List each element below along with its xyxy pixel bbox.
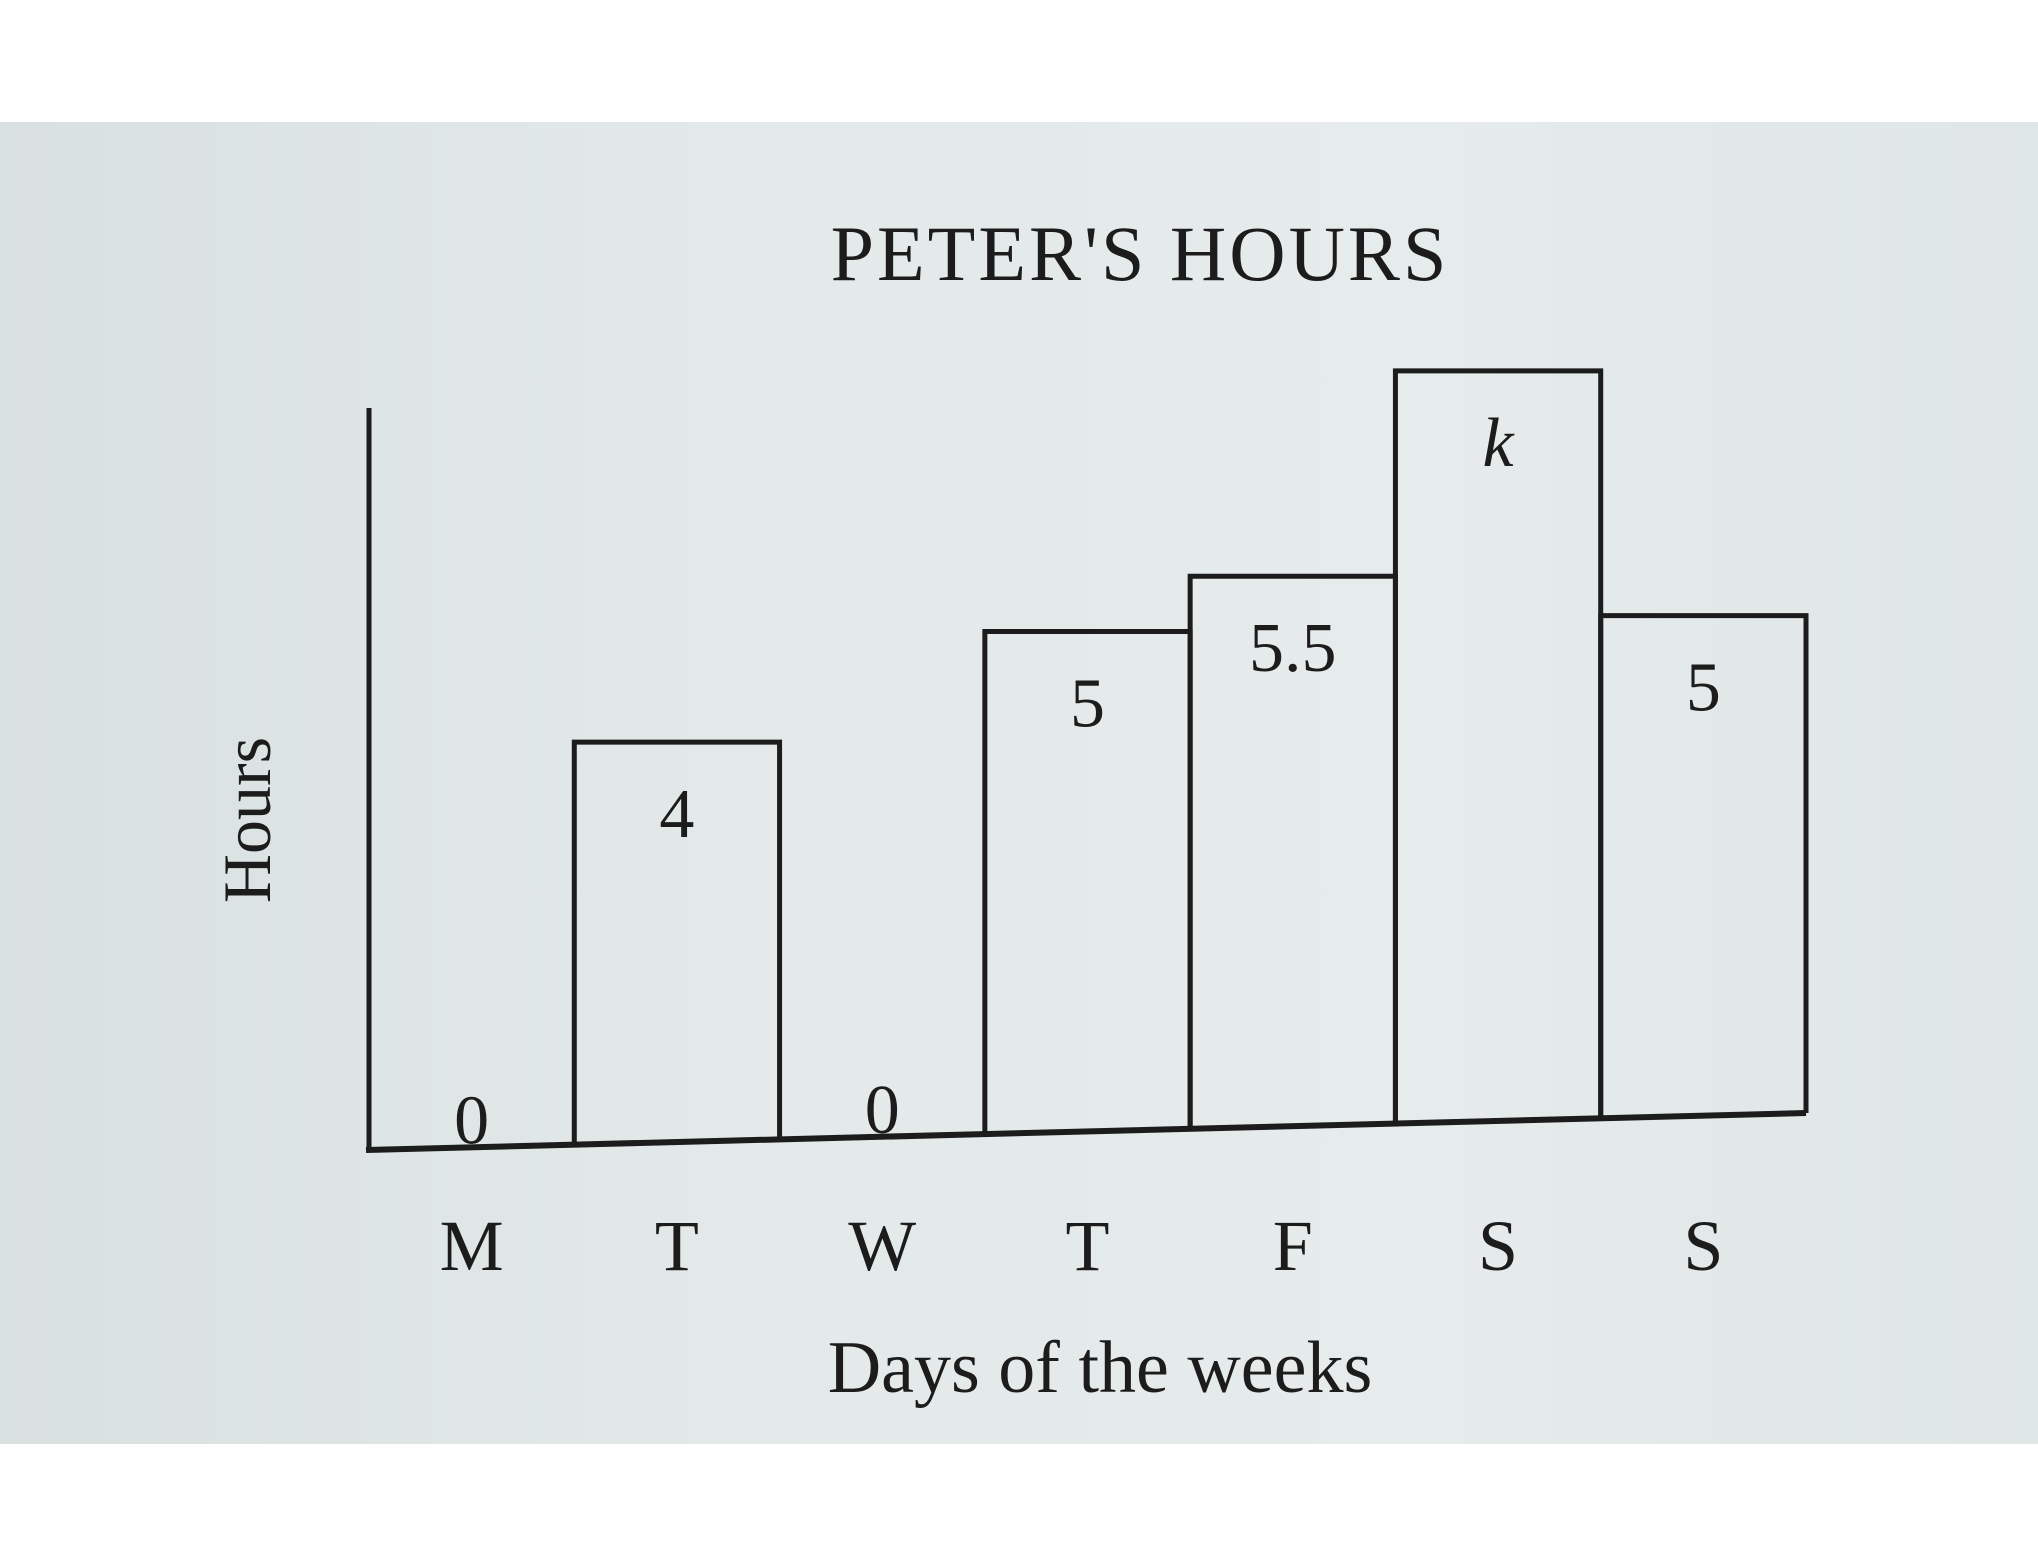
bars-group bbox=[571, 368, 1809, 1145]
chart-background bbox=[0, 122, 2038, 1444]
bar-5 bbox=[1392, 368, 1604, 1124]
value-label: 5.5 bbox=[1249, 610, 1337, 687]
x-tick-label: M bbox=[440, 1206, 504, 1286]
x-tick-label: S bbox=[1683, 1206, 1723, 1286]
value-label: 4 bbox=[659, 776, 694, 853]
value-label: k bbox=[1483, 405, 1516, 482]
x-axis bbox=[365, 1110, 1807, 1153]
value-label: 5 bbox=[1070, 666, 1105, 743]
x-axis-label: Days of the weeks bbox=[828, 1327, 1373, 1409]
x-tick-label: S bbox=[1478, 1206, 1518, 1286]
bar-6 bbox=[1598, 613, 1809, 1119]
x-tick-label: F bbox=[1273, 1206, 1313, 1286]
x-tick-label: T bbox=[655, 1206, 699, 1286]
chart-title: PETER'S HOURS bbox=[831, 210, 1450, 297]
value-labels: 0 4 0 5 5.5 k 5 bbox=[454, 405, 1721, 1159]
bar-1 bbox=[571, 739, 783, 1145]
value-label: 5 bbox=[1686, 650, 1721, 727]
value-label: 0 bbox=[454, 1082, 489, 1159]
x-tick-label: T bbox=[1066, 1206, 1110, 1286]
value-label: 0 bbox=[865, 1072, 900, 1149]
y-axis-label: Hours bbox=[209, 737, 285, 903]
x-tick-label: W bbox=[848, 1206, 916, 1286]
